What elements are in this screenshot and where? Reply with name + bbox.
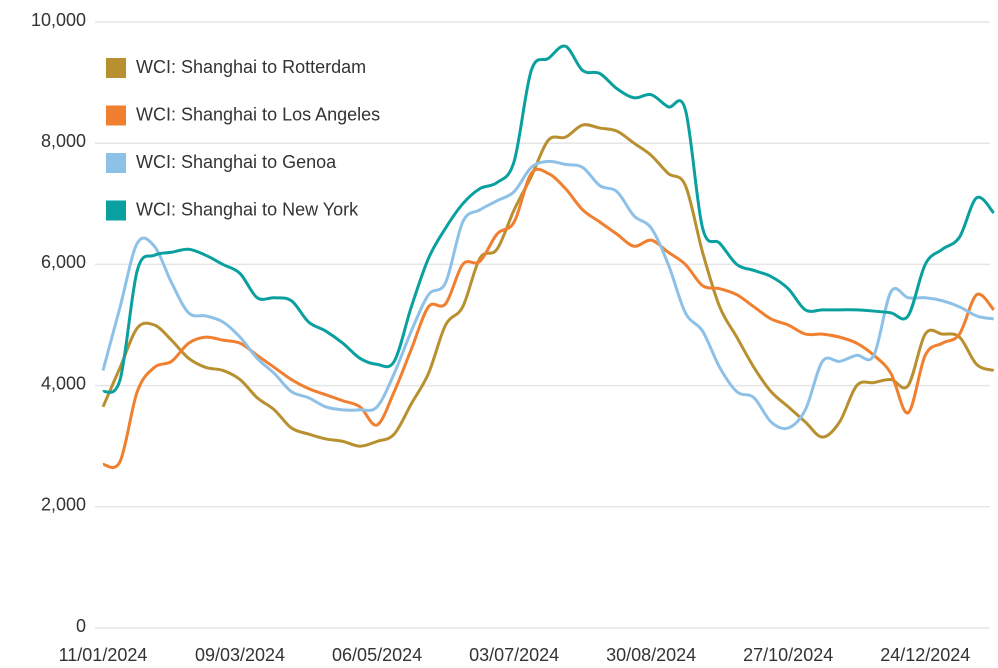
legend-swatch [106,58,126,78]
x-tick-label: 03/07/2024 [469,645,559,665]
legend-label: WCI: Shanghai to Genoa [136,152,337,172]
x-tick-label: 27/10/2024 [743,645,833,665]
legend-label: WCI: Shanghai to Rotterdam [136,57,366,77]
legend-swatch [106,200,126,221]
series-line [101,123,995,448]
x-tick-label: 11/01/2024 [59,645,148,665]
y-tick-label: 0 [76,616,86,636]
legend-label: WCI: Shanghai to Los Angeles [136,104,380,124]
x-tick-label: 30/08/2024 [606,645,696,665]
y-tick-label: 8,000 [41,131,86,151]
y-tick-label: 10,000 [31,10,86,30]
legend-swatch [106,153,126,173]
legend-swatch [106,105,126,126]
x-tick-label: 09/03/2024 [195,645,285,665]
series-line [101,159,995,431]
y-tick-label: 4,000 [41,373,86,393]
y-tick-label: 6,000 [41,252,86,272]
series-line [102,44,995,394]
x-tick-label: 06/05/2024 [332,645,422,665]
y-tick-label: 2,000 [41,495,86,515]
legend-label: WCI: Shanghai to New York [136,199,359,219]
x-tick-label: 24/12/2024 [880,645,970,665]
